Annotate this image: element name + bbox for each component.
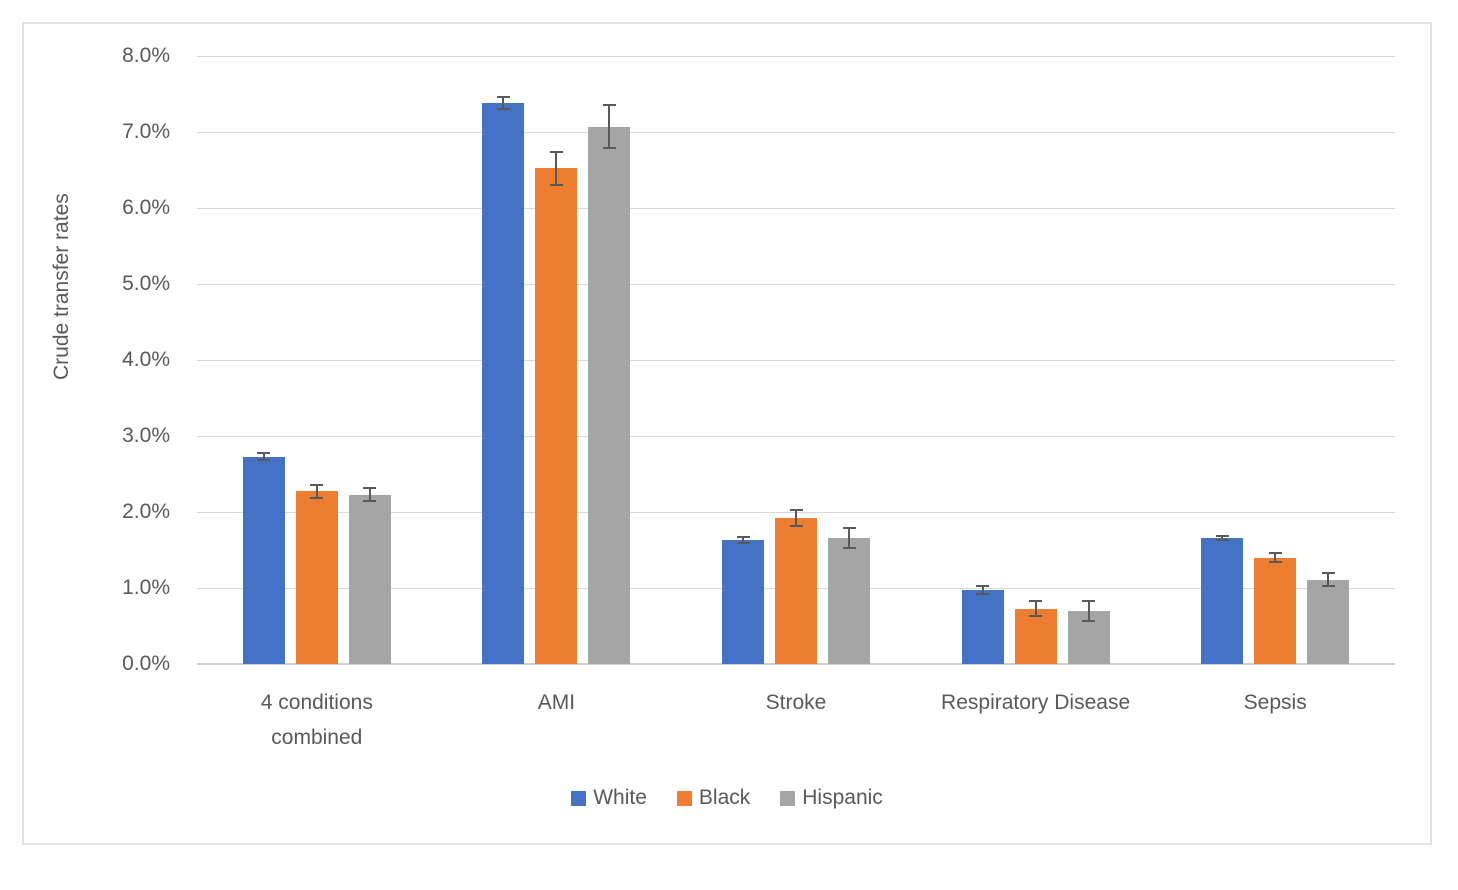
error-bar-cap-top (602, 104, 616, 107)
error-bar-cap-bottom (789, 524, 803, 527)
error-bar-cap-top (1268, 552, 1282, 555)
error-bar-cap-top (1215, 534, 1229, 537)
error-bar-cap-bottom (310, 496, 324, 499)
chart-frame (22, 22, 1432, 845)
x-tick-label: 4 conditions combined (260, 691, 373, 749)
legend-label: White (593, 786, 647, 809)
bar-black-1 (295, 491, 338, 664)
error-bar-cap-top (549, 150, 563, 153)
y-gridline (197, 132, 1395, 133)
error-bar-cap-top (1082, 599, 1096, 602)
error-bar-cap-bottom (1215, 539, 1229, 542)
error-bar-line (795, 510, 797, 526)
y-tick-label: 4.0% (122, 348, 170, 371)
bar-black-4 (1014, 608, 1057, 664)
y-axis-title: Crude transfer rates (50, 193, 74, 380)
x-tick-label: Respiratory Disease (941, 691, 1131, 714)
y-gridline (197, 208, 1395, 209)
y-tick-label: 6.0% (122, 196, 170, 219)
error-bar-line (1034, 600, 1037, 617)
y-gridline (197, 360, 1395, 361)
error-bar-cap-top (976, 585, 990, 588)
x-tick-label: Sepsis (1243, 691, 1307, 714)
error-bar-cap-top (257, 452, 271, 455)
x-tick-label: Stroke (765, 691, 827, 714)
y-gridline (197, 436, 1395, 437)
bar-hispanic-2 (588, 126, 631, 664)
error-bar-line (608, 105, 611, 148)
legend: White Black Hispanic (22, 786, 1432, 810)
legend-swatch-icon (780, 790, 796, 806)
bar-white-4 (961, 590, 1004, 664)
legend-item-hispanic: Hispanic (780, 786, 883, 810)
error-bar-line (1221, 535, 1224, 541)
legend-item-white: White (571, 786, 647, 810)
legend-item-black: Black (676, 786, 751, 810)
bar-white-1 (242, 456, 285, 664)
error-bar-cap-bottom (1268, 561, 1282, 564)
error-bar-cap-bottom (1321, 585, 1335, 588)
error-bar-cap-bottom (363, 500, 377, 503)
error-bar-cap-bottom (549, 184, 563, 187)
error-bar-cap-bottom (1029, 615, 1043, 618)
y-tick-label: 1.0% (122, 576, 170, 599)
bar-hispanic-1 (348, 494, 391, 664)
error-bar-line (1274, 553, 1277, 563)
error-bar-cap-bottom (496, 108, 510, 111)
error-bar-line (981, 586, 984, 595)
bar-hispanic-5 (1307, 579, 1350, 664)
error-bar-cap-top (310, 484, 324, 487)
legend-swatch-icon (571, 790, 587, 806)
error-bar-line (555, 151, 558, 186)
error-bar-cap-bottom (736, 542, 750, 545)
error-bar-cap-top (1029, 599, 1043, 602)
error-bar-cap-bottom (1082, 619, 1096, 622)
error-bar-cap-top (736, 536, 750, 539)
error-bar-line (368, 487, 371, 502)
y-gridline (197, 284, 1395, 285)
error-bar-line (1327, 572, 1330, 587)
y-tick-label: 2.0% (122, 500, 170, 523)
error-bar-cap-top (496, 96, 510, 99)
y-tick-label: 3.0% (122, 424, 170, 447)
legend-label: Black (698, 786, 751, 809)
error-bar-line (1087, 600, 1090, 621)
error-bar-line (848, 527, 850, 548)
error-bar-cap-top (363, 486, 377, 489)
error-bar-line (315, 485, 318, 498)
y-tick-label: 0.0% (122, 652, 170, 675)
error-bar-line (742, 537, 744, 544)
y-tick-label: 5.0% (122, 272, 170, 295)
bar-white-2 (482, 103, 525, 664)
error-bar-line (262, 453, 265, 460)
error-bar-cap-top (1321, 571, 1335, 574)
error-bar-cap-bottom (976, 593, 990, 596)
bar-white-3 (722, 540, 764, 664)
bar-black-2 (535, 168, 578, 664)
error-bar-cap-bottom (257, 458, 271, 461)
legend-label: Hispanic (802, 786, 883, 809)
bar-hispanic-3 (828, 537, 870, 664)
y-gridline (197, 56, 1395, 57)
bar-black-3 (775, 518, 817, 664)
y-tick-label: 7.0% (122, 120, 170, 143)
x-axis-line (197, 663, 1395, 665)
error-bar-line (502, 97, 505, 110)
x-tick-label: AMI (537, 691, 576, 714)
legend-swatch-icon (676, 790, 692, 806)
y-tick-label: 8.0% (122, 44, 170, 67)
error-bar-cap-top (789, 509, 803, 512)
error-bar-cap-bottom (602, 146, 616, 149)
bar-black-5 (1254, 557, 1297, 664)
error-bar-cap-top (842, 526, 856, 529)
error-bar-cap-bottom (842, 546, 856, 549)
bar-white-5 (1201, 537, 1244, 664)
